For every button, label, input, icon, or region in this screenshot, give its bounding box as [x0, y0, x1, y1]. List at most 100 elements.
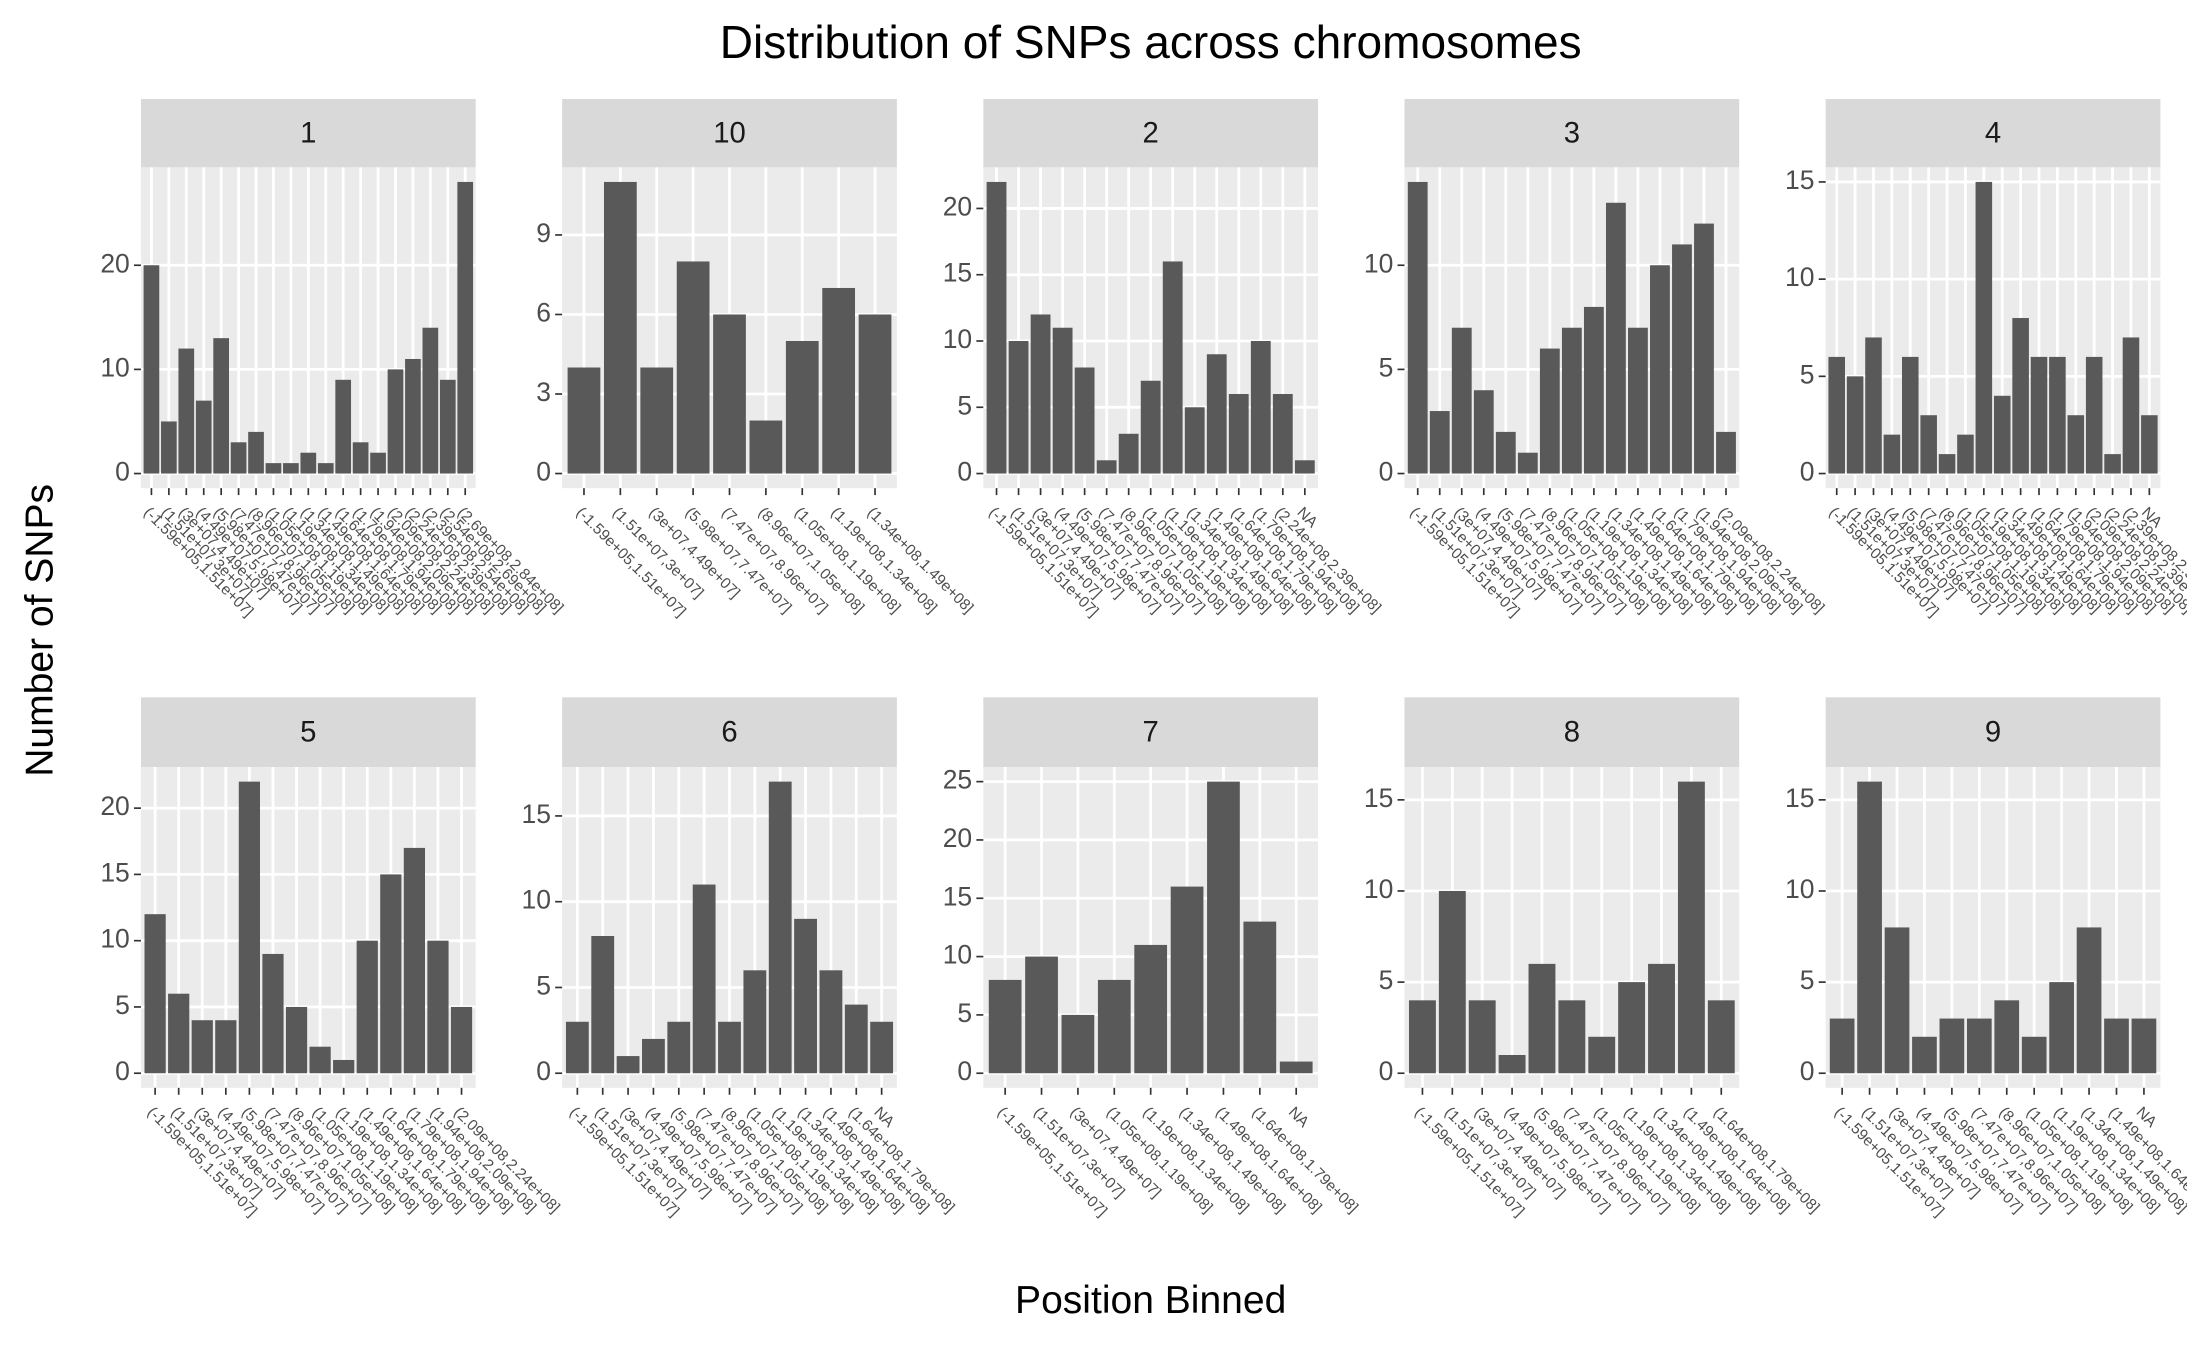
y-tick-label: 20 [100, 248, 129, 278]
bar [2030, 356, 2048, 474]
bar [1030, 314, 1051, 474]
y-tick-label: 0 [536, 1056, 551, 1086]
y-tick-label: 0 [115, 1056, 130, 1086]
bar [1902, 356, 1919, 474]
bar [2104, 454, 2121, 474]
bar [2122, 337, 2140, 474]
facet-strip [1404, 99, 1740, 168]
bar [642, 1038, 665, 1074]
bar [1207, 781, 1240, 1074]
bar [1561, 327, 1582, 474]
bar [718, 1021, 741, 1074]
facet-strip [983, 99, 1319, 168]
bar [1883, 434, 1901, 474]
y-tick-label: 25 [943, 765, 972, 795]
bar [1061, 1014, 1095, 1074]
bar [1228, 394, 1249, 474]
bar [591, 936, 615, 1074]
bar [1583, 306, 1604, 474]
y-tick-label: 10 [1785, 874, 1814, 904]
bar [1920, 415, 1937, 474]
facet-strip [140, 99, 476, 168]
bar [2076, 927, 2102, 1074]
y-tick-label: 15 [1785, 165, 1814, 195]
bar [2049, 982, 2074, 1074]
y-tick-label: 15 [100, 857, 129, 887]
y-tick-label: 15 [943, 258, 972, 288]
bar [285, 1006, 308, 1074]
y-tick-label: 10 [522, 885, 551, 915]
y-tick-label: 10 [943, 940, 972, 970]
bar [439, 379, 456, 474]
bar [2104, 1018, 2129, 1074]
bar [749, 420, 783, 474]
bar [230, 442, 247, 474]
facet-label: 6 [721, 715, 737, 748]
facet-strip [1404, 697, 1740, 768]
y-tick-label: 10 [943, 324, 972, 354]
bar [1140, 380, 1161, 474]
facet-strip [983, 697, 1319, 768]
bar [1846, 376, 1864, 474]
bar [988, 979, 1022, 1074]
bar [1429, 411, 1450, 474]
facet-label: 4 [1985, 116, 2001, 149]
y-axis-label: Number of SNPs [18, 484, 61, 777]
bar [1672, 244, 1692, 474]
facet-strip [562, 697, 897, 768]
bar [603, 181, 637, 474]
y-tick-label: 0 [1800, 1056, 1815, 1086]
bar [265, 463, 282, 474]
bar [335, 379, 352, 474]
bar [427, 940, 449, 1074]
bar [1451, 327, 1472, 474]
bar [870, 1021, 894, 1074]
y-tick-label: 0 [957, 1056, 972, 1086]
bar [2131, 1018, 2157, 1074]
bar [1993, 395, 2011, 474]
bar [567, 367, 601, 474]
bar [1184, 407, 1205, 474]
bar [986, 181, 1007, 474]
bar [405, 358, 421, 474]
facet-label: 8 [1564, 715, 1580, 748]
y-tick-label: 10 [1785, 262, 1814, 292]
bar [713, 314, 746, 474]
bar [215, 1020, 237, 1074]
y-tick-label: 5 [1379, 352, 1394, 382]
bar [1716, 431, 1736, 474]
bar [858, 314, 892, 474]
bar [191, 1020, 213, 1074]
bar [1495, 431, 1516, 474]
bar [370, 452, 386, 474]
bar [676, 261, 710, 474]
bar [1884, 927, 1910, 1074]
y-tick-label: 10 [100, 352, 129, 382]
bar [667, 1021, 691, 1074]
bar [1588, 1036, 1616, 1074]
bar [1605, 202, 1626, 474]
bar [352, 442, 369, 474]
y-tick-label: 0 [1379, 457, 1394, 487]
bar [1939, 1018, 1965, 1074]
bar [1008, 340, 1029, 474]
bar [1618, 982, 1646, 1074]
bar [785, 340, 819, 474]
bar [1162, 261, 1183, 474]
y-tick-label: 15 [1364, 783, 1393, 813]
bar [1134, 944, 1168, 1074]
bar [1539, 348, 1560, 474]
bar [262, 953, 284, 1074]
bar [2141, 415, 2158, 474]
facet-label: 3 [1564, 116, 1580, 149]
y-tick-label: 5 [957, 390, 972, 420]
bar [238, 781, 261, 1074]
bar [2012, 318, 2029, 474]
bar [457, 181, 474, 474]
bar [387, 369, 404, 474]
bar [1438, 890, 1466, 1074]
bar [317, 463, 334, 474]
bar [213, 338, 230, 474]
